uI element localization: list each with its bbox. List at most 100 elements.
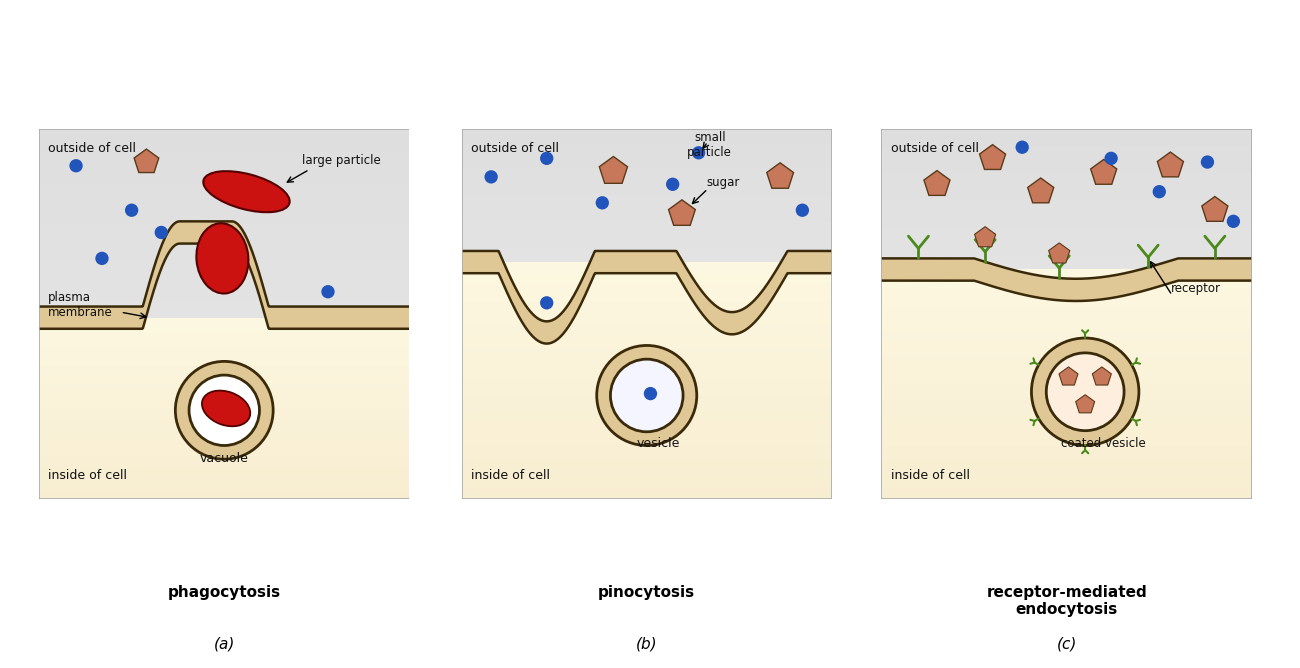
Bar (39, 333, 410, 336)
Bar (881, 308, 1252, 311)
Bar (39, 209, 410, 214)
Bar (881, 146, 1252, 150)
Bar (881, 419, 1252, 423)
Bar (881, 388, 1252, 392)
Bar (462, 361, 832, 365)
Bar (39, 138, 410, 143)
Bar (39, 342, 410, 345)
Bar (462, 165, 832, 169)
Bar (881, 384, 1252, 388)
Bar (462, 270, 832, 274)
Bar (462, 185, 832, 189)
Bar (39, 148, 410, 152)
Bar (39, 469, 410, 472)
Bar (881, 365, 1252, 369)
Bar (39, 420, 410, 424)
Bar (462, 175, 832, 179)
Text: receptor-mediated
endocytosis: receptor-mediated endocytosis (987, 584, 1147, 617)
Bar (462, 495, 832, 499)
Bar (881, 423, 1252, 426)
Bar (39, 330, 410, 333)
Bar (462, 182, 832, 186)
Bar (881, 188, 1252, 192)
Bar (39, 493, 410, 496)
Circle shape (95, 252, 109, 265)
Bar (881, 457, 1252, 461)
Bar (881, 129, 1252, 132)
Bar (39, 313, 410, 318)
Bar (39, 336, 410, 339)
Bar (881, 178, 1252, 182)
Bar (39, 418, 410, 421)
Bar (881, 220, 1252, 224)
Bar (39, 478, 410, 481)
Bar (881, 492, 1252, 496)
Polygon shape (975, 226, 996, 246)
Bar (39, 402, 410, 405)
Bar (39, 345, 410, 348)
Bar (462, 345, 832, 349)
Bar (462, 464, 832, 468)
Bar (39, 348, 410, 351)
Bar (462, 235, 832, 238)
Bar (881, 450, 1252, 454)
Bar (39, 246, 410, 252)
Bar (39, 228, 410, 232)
Bar (39, 426, 410, 430)
Bar (462, 158, 832, 162)
Bar (39, 171, 410, 176)
Bar (462, 294, 832, 298)
Bar (881, 285, 1252, 289)
Bar (462, 139, 832, 142)
Ellipse shape (196, 223, 248, 293)
Bar (881, 377, 1252, 381)
Polygon shape (1049, 243, 1070, 263)
Bar (39, 472, 410, 475)
Bar (39, 129, 410, 134)
Bar (881, 230, 1252, 234)
Bar (881, 263, 1252, 266)
Circle shape (321, 285, 334, 299)
Bar (39, 475, 410, 478)
Bar (462, 168, 832, 172)
Bar (462, 228, 832, 232)
Bar (462, 132, 832, 136)
Ellipse shape (203, 171, 290, 212)
Bar (462, 416, 832, 420)
Bar (881, 281, 1252, 285)
Bar (39, 433, 410, 436)
Ellipse shape (202, 391, 251, 426)
Bar (881, 273, 1252, 277)
Text: vesicle: vesicle (636, 438, 680, 450)
Bar (881, 289, 1252, 293)
Bar (39, 451, 410, 454)
Bar (39, 384, 410, 387)
Bar (881, 164, 1252, 168)
Bar (462, 456, 832, 460)
Bar (462, 432, 832, 436)
Bar (881, 335, 1252, 339)
Bar (881, 319, 1252, 323)
Bar (39, 445, 410, 448)
Bar (462, 297, 832, 302)
Bar (881, 426, 1252, 430)
Bar (462, 325, 832, 329)
Bar (39, 190, 410, 195)
Bar (462, 448, 832, 452)
Bar (462, 491, 832, 495)
Bar (462, 192, 832, 196)
Bar (39, 237, 410, 242)
Circle shape (176, 361, 273, 459)
Bar (39, 200, 410, 204)
Bar (881, 213, 1252, 216)
Bar (462, 215, 832, 218)
Bar (881, 453, 1252, 457)
Circle shape (540, 296, 554, 309)
Bar (462, 420, 832, 424)
Bar (462, 436, 832, 440)
Bar (881, 157, 1252, 160)
Bar (462, 212, 832, 215)
Bar (881, 160, 1252, 164)
Bar (881, 338, 1252, 342)
Bar (462, 404, 832, 408)
